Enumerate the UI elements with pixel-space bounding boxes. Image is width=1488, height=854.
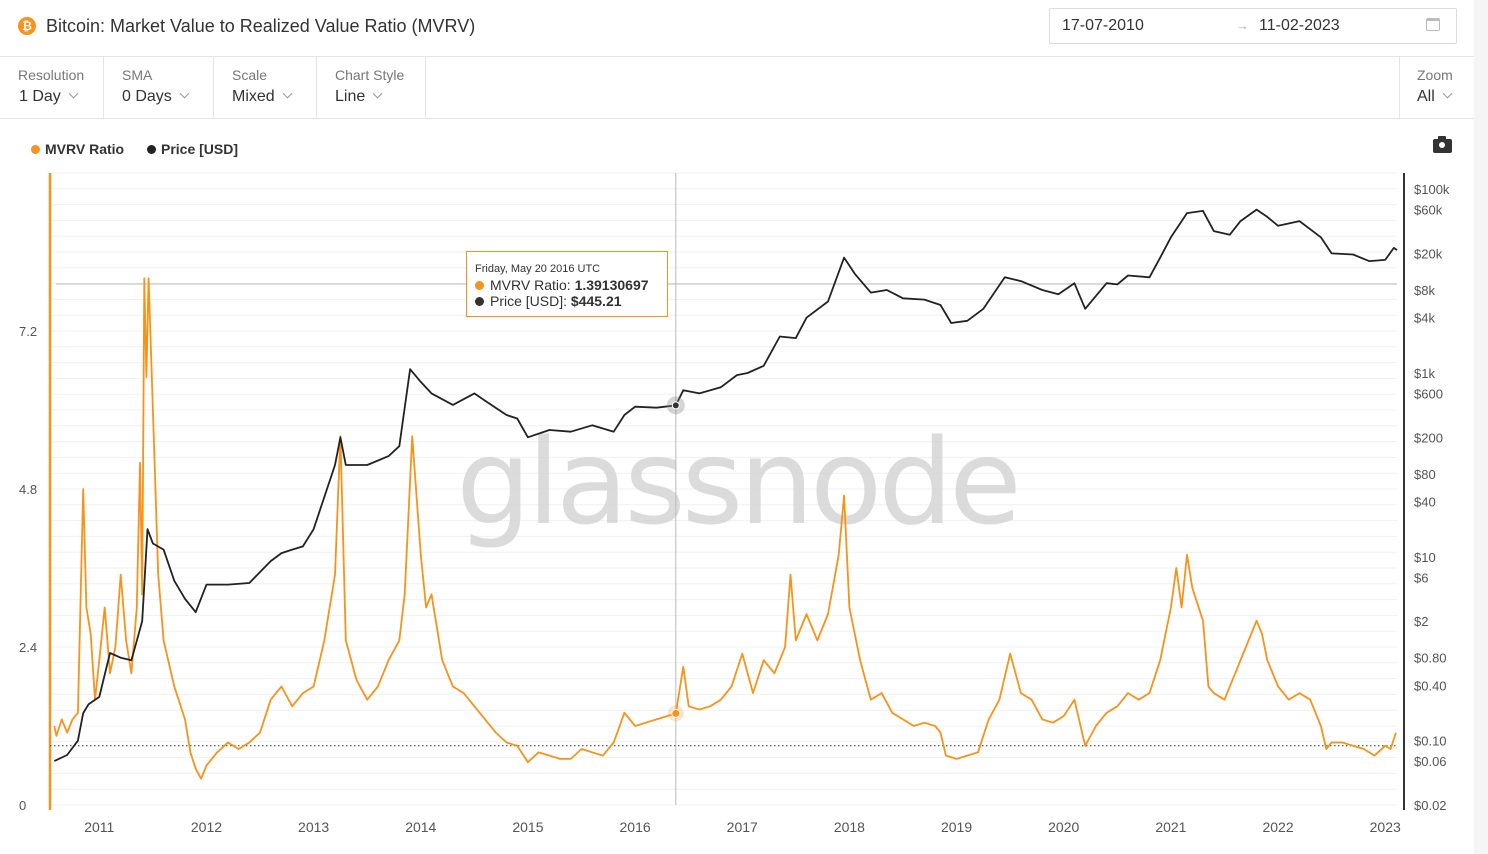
y-left-tick-label: 4.8 [19, 482, 37, 497]
y-right-tick-label: $0.40 [1414, 678, 1447, 693]
tooltip-mvrv-label: MVRV Ratio: [490, 277, 571, 293]
chart-style-dropdown[interactable]: Chart Style Line [317, 57, 426, 118]
tooltip-price-dot [475, 297, 484, 306]
x-tick-label: 2012 [191, 819, 222, 835]
chart-tooltip: Friday, May 20 2016 UTC MVRV Ratio: 1.39… [466, 251, 668, 317]
tooltip-price-row: Price [USD]: $445.21 [475, 293, 622, 309]
y-right-tick-label: $200 [1414, 430, 1443, 445]
sma-value[interactable]: 0 Days [122, 88, 190, 106]
y-left-tick-label: 0 [19, 798, 26, 813]
zoom-value[interactable]: All [1417, 88, 1453, 106]
calendar-icon[interactable] [1426, 18, 1440, 31]
y-right-tick-label: $20k [1414, 246, 1443, 261]
date-from-input[interactable]: 17-07-2010 [1062, 17, 1144, 34]
x-tick-label: 2021 [1155, 819, 1186, 835]
chart-style-value[interactable]: Line [335, 88, 383, 106]
x-tick-label: 2016 [620, 819, 651, 835]
x-tick-label: 2020 [1048, 819, 1079, 835]
x-tick-label: 2014 [405, 819, 436, 835]
page-title: Bitcoin: Market Value to Realized Value … [46, 16, 476, 36]
legend-mvrv-label: MVRV Ratio [45, 141, 125, 157]
y-right-tick-label: $40 [1414, 495, 1436, 510]
x-tick-label: 2023 [1370, 819, 1401, 835]
chevron-down-icon [179, 88, 190, 99]
y-right-tick-label: $1k [1414, 366, 1435, 381]
date-range-picker[interactable]: 17-07-2010 → 11-02-2023 [1049, 8, 1457, 44]
bitcoin-icon: ₿ [18, 17, 36, 35]
chevron-down-icon [1442, 88, 1453, 99]
legend-mvrv[interactable]: MVRV Ratio [31, 141, 124, 157]
x-tick-label: 2011 [84, 819, 114, 835]
scale-dropdown[interactable]: Scale Mixed [214, 57, 317, 118]
price-series-line [53, 208, 1398, 762]
x-tick-label: 2013 [298, 819, 329, 835]
x-tick-label: 2019 [941, 819, 972, 835]
tooltip-price-label: Price [USD]: [490, 293, 568, 309]
legend-price-label: Price [USD] [161, 141, 239, 157]
y-right-tick-label: $100k [1414, 182, 1450, 197]
mvrv-chart[interactable]: glassnode 0 2.4 4.8 7.2 $100k $60k $20k $8k $4k $1… [0, 118, 1474, 854]
mvrv-series-line [53, 277, 1397, 780]
y-left-tick-label: 7.2 [19, 324, 37, 339]
resolution-label: Resolution [18, 67, 85, 83]
price-hover-marker [671, 401, 680, 410]
chevron-down-icon [68, 88, 79, 99]
y-right-tick-label: $0.02 [1414, 798, 1447, 813]
zoom-dropdown[interactable]: Zoom All [1399, 57, 1474, 118]
x-tick-label: 2015 [512, 819, 543, 835]
chart-toolbar: Resolution 1 Day SMA 0 Days Scale Mixed … [0, 57, 1474, 119]
tooltip-mvrv-dot [475, 281, 484, 290]
y-right-tick-label: $0.80 [1414, 651, 1447, 666]
chevron-down-icon [372, 88, 383, 99]
y-right-tick-label: $0.10 [1414, 734, 1447, 749]
zoom-label: Zoom [1417, 67, 1453, 83]
chevron-down-icon [282, 88, 293, 99]
tooltip-date: Friday, May 20 2016 UTC [475, 263, 601, 275]
mvrv-hover-marker [671, 708, 681, 718]
y-right-tick-label: $80 [1414, 467, 1436, 482]
y-right-tick-label: $2 [1414, 614, 1428, 629]
scale-value[interactable]: Mixed [232, 88, 293, 106]
scale-label: Scale [232, 67, 268, 83]
sma-label: SMA [122, 67, 153, 83]
tooltip-mvrv-value: 1.39130697 [574, 277, 649, 293]
date-to-input[interactable]: 11-02-2023 [1259, 17, 1340, 34]
page-header: ₿ Bitcoin: Market Value to Realized Valu… [0, 0, 1474, 57]
y-right-tick-label: $10 [1414, 550, 1436, 565]
y-right-tick-label: $6 [1414, 570, 1428, 585]
y-left-tick-label: 2.4 [19, 640, 37, 655]
y-right-tick-label: $60k [1414, 203, 1443, 218]
y-right-tick-label: $8k [1414, 283, 1435, 298]
y-right-tick-label: $600 [1414, 386, 1443, 401]
watermark-text: glassnode [456, 413, 1017, 551]
legend-price-dot [147, 144, 156, 154]
x-tick-label: 2022 [1262, 819, 1293, 835]
y-right-tick-label: $4k [1414, 311, 1435, 326]
tooltip-mvrv-row: MVRV Ratio: 1.39130697 [475, 277, 649, 293]
x-tick-label: 2017 [727, 819, 758, 835]
resolution-dropdown[interactable]: Resolution 1 Day [0, 57, 104, 118]
camera-icon[interactable] [1433, 136, 1452, 153]
sma-dropdown[interactable]: SMA 0 Days [104, 57, 214, 118]
resolution-value[interactable]: 1 Day [19, 88, 79, 106]
y-right-tick-label: $0.06 [1414, 754, 1447, 769]
chart-style-label: Chart Style [335, 67, 405, 83]
legend-mvrv-dot [31, 144, 40, 154]
tooltip-price-value: $445.21 [570, 293, 622, 309]
x-tick-label: 2018 [834, 819, 865, 835]
legend-price[interactable]: Price [USD] [147, 141, 238, 157]
arrow-right-icon: → [1236, 18, 1249, 33]
